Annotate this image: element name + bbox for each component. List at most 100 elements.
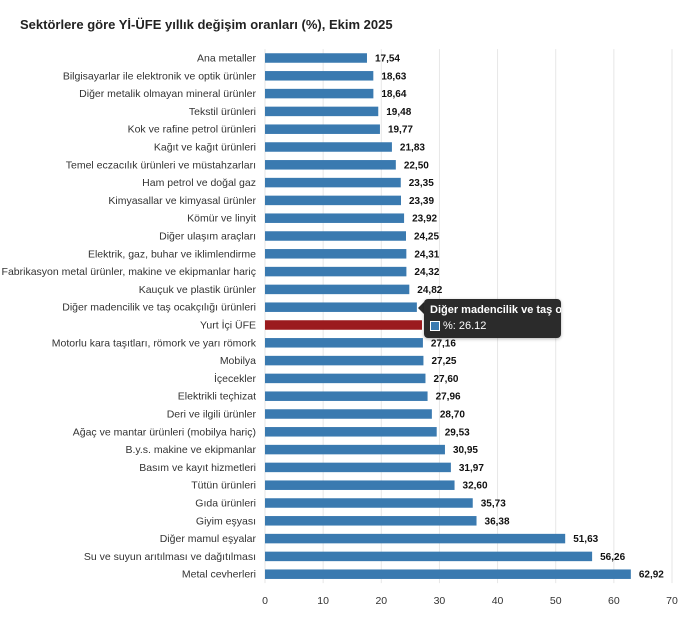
category-label: İçecekler (214, 372, 257, 385)
value-label: 24,25 (414, 232, 439, 243)
value-labels: 17,54 18,63 18,64 19,48 19,77 21,83 22,50 23,35… (375, 54, 664, 581)
bar[interactable] (265, 177, 401, 188)
x-axis-ticks: 0 10 20 30 40 50 60 70 (262, 595, 678, 607)
value-label: 24,82 (417, 285, 442, 296)
category-label: Diğer ulaşım araçları (159, 231, 256, 243)
x-tick-label: 0 (262, 595, 268, 607)
value-label: 29,53 (445, 427, 470, 438)
tooltip-series-swatch (430, 321, 440, 331)
category-labels: Ana metaller Bilgisayarlar ile elektronik… (2, 53, 257, 581)
value-label: 36,38 (485, 516, 510, 527)
bar[interactable] (265, 480, 455, 490)
chart-title: Sektörlere göre Yİ-ÜFE yıllık değişim or… (20, 17, 393, 32)
tooltip-title: Diğer madencilik ve taş ocakçılığı ürünl… (430, 304, 561, 316)
value-label: 27,60 (433, 374, 458, 385)
bar[interactable] (265, 213, 405, 223)
bar[interactable] (265, 373, 426, 384)
category-label: Giyim eşyası (196, 515, 256, 527)
x-tick-label: 20 (375, 595, 387, 607)
bar[interactable] (265, 320, 422, 330)
category-label: Diğer madencilik ve taş ocakçılığı ürünl… (62, 302, 256, 314)
x-tick-label: 40 (492, 595, 504, 607)
value-label: 27,16 (431, 338, 456, 349)
value-label: 31,97 (459, 463, 484, 474)
value-label: 21,83 (400, 143, 425, 154)
value-label: 24,31 (414, 249, 439, 260)
bars (265, 53, 631, 579)
category-label: Elektrikli teçhizat (178, 391, 256, 403)
value-label: 27,96 (436, 392, 461, 403)
bar[interactable] (265, 266, 407, 277)
value-label: 18,64 (381, 89, 406, 100)
category-label: Bilgisayarlar ile elektronik ve optik ür… (63, 70, 257, 82)
category-label: Ana metaller (197, 53, 256, 65)
bar[interactable] (265, 124, 380, 134)
bar[interactable] (265, 551, 593, 562)
bar[interactable] (265, 391, 428, 401)
bar[interactable] (265, 409, 432, 419)
bar[interactable] (265, 160, 396, 170)
bar[interactable] (265, 533, 566, 544)
category-label: Mobilya (220, 355, 256, 367)
category-label: Gıda ürünleri (195, 498, 256, 510)
bar[interactable] (265, 284, 410, 295)
bar[interactable] (265, 71, 374, 81)
category-label: Kauçuk ve plastik ürünler (139, 284, 257, 296)
bar[interactable] (265, 195, 401, 206)
tooltip-value: %: 26.12 (443, 320, 487, 332)
category-label: Ağaç ve mantar ürünleri (mobilya hariç) (73, 426, 256, 438)
bar[interactable] (265, 338, 423, 348)
bar[interactable] (265, 231, 406, 241)
category-label: Tütün ürünleri (191, 480, 256, 492)
bar[interactable] (265, 355, 424, 366)
value-label: 51,63 (573, 534, 598, 545)
bar[interactable] (265, 427, 437, 437)
value-label: 30,95 (453, 445, 478, 456)
category-label: Tekstil ürünleri (189, 106, 256, 118)
category-label: Basım ve kayıt hizmetleri (139, 462, 256, 474)
value-label: 35,73 (481, 499, 506, 510)
bar[interactable] (265, 462, 451, 473)
category-label: Fabrikasyon metal ürünler, makine ve eki… (2, 266, 256, 278)
value-label: 28,70 (440, 410, 465, 421)
bar[interactable] (265, 444, 445, 455)
bar[interactable] (265, 302, 417, 312)
category-label: Deri ve ilgili ürünler (167, 409, 257, 421)
category-label: Ham petrol ve doğal gaz (142, 177, 256, 189)
x-tick-label: 70 (666, 595, 678, 607)
x-tick-label: 60 (608, 595, 620, 607)
bar[interactable] (265, 53, 367, 63)
bar[interactable] (265, 569, 631, 579)
value-label: 62,92 (639, 570, 664, 581)
category-label: Su ve suyun arıtılması ve dağıtılması (84, 551, 256, 563)
bar[interactable] (265, 516, 477, 526)
value-label: 19,48 (386, 107, 411, 118)
x-tick-label: 10 (317, 595, 329, 607)
value-label: 27,25 (431, 356, 456, 367)
tooltip-value-row: %: 26.12 (430, 320, 486, 332)
category-label: Kok ve rafine petrol ürünleri (128, 124, 256, 136)
value-label: 23,39 (409, 196, 434, 207)
value-label: 56,26 (600, 552, 625, 563)
category-label: Motorlu kara taşıtları, römork ve yarı r… (52, 337, 257, 349)
bar[interactable] (265, 498, 473, 508)
tooltip: Diğer madencilik ve taş ocakçılığı ürünl… (424, 299, 561, 338)
value-label: 22,50 (404, 160, 429, 171)
value-label: 18,63 (381, 71, 406, 82)
category-label: Kömür ve linyit (187, 213, 256, 225)
bar[interactable] (265, 88, 374, 99)
category-label: Temel eczacılık ürünleri ve müstahzarlar… (66, 159, 256, 171)
bar[interactable] (265, 249, 407, 259)
value-label: 32,60 (463, 481, 488, 492)
value-label: 23,35 (409, 178, 434, 189)
category-label: B.y.s. makine ve ekipmanlar (125, 444, 256, 456)
category-label: Elektrik, gaz, buhar ve iklimlendirme (88, 248, 256, 260)
bar[interactable] (265, 106, 379, 117)
category-label: Diğer metalik olmayan mineral ürünler (79, 88, 256, 100)
value-label: 19,77 (388, 125, 413, 136)
value-label: 17,54 (375, 54, 400, 65)
value-label: 23,92 (412, 214, 437, 225)
bar[interactable] (265, 142, 392, 152)
x-tick-label: 50 (550, 595, 562, 607)
